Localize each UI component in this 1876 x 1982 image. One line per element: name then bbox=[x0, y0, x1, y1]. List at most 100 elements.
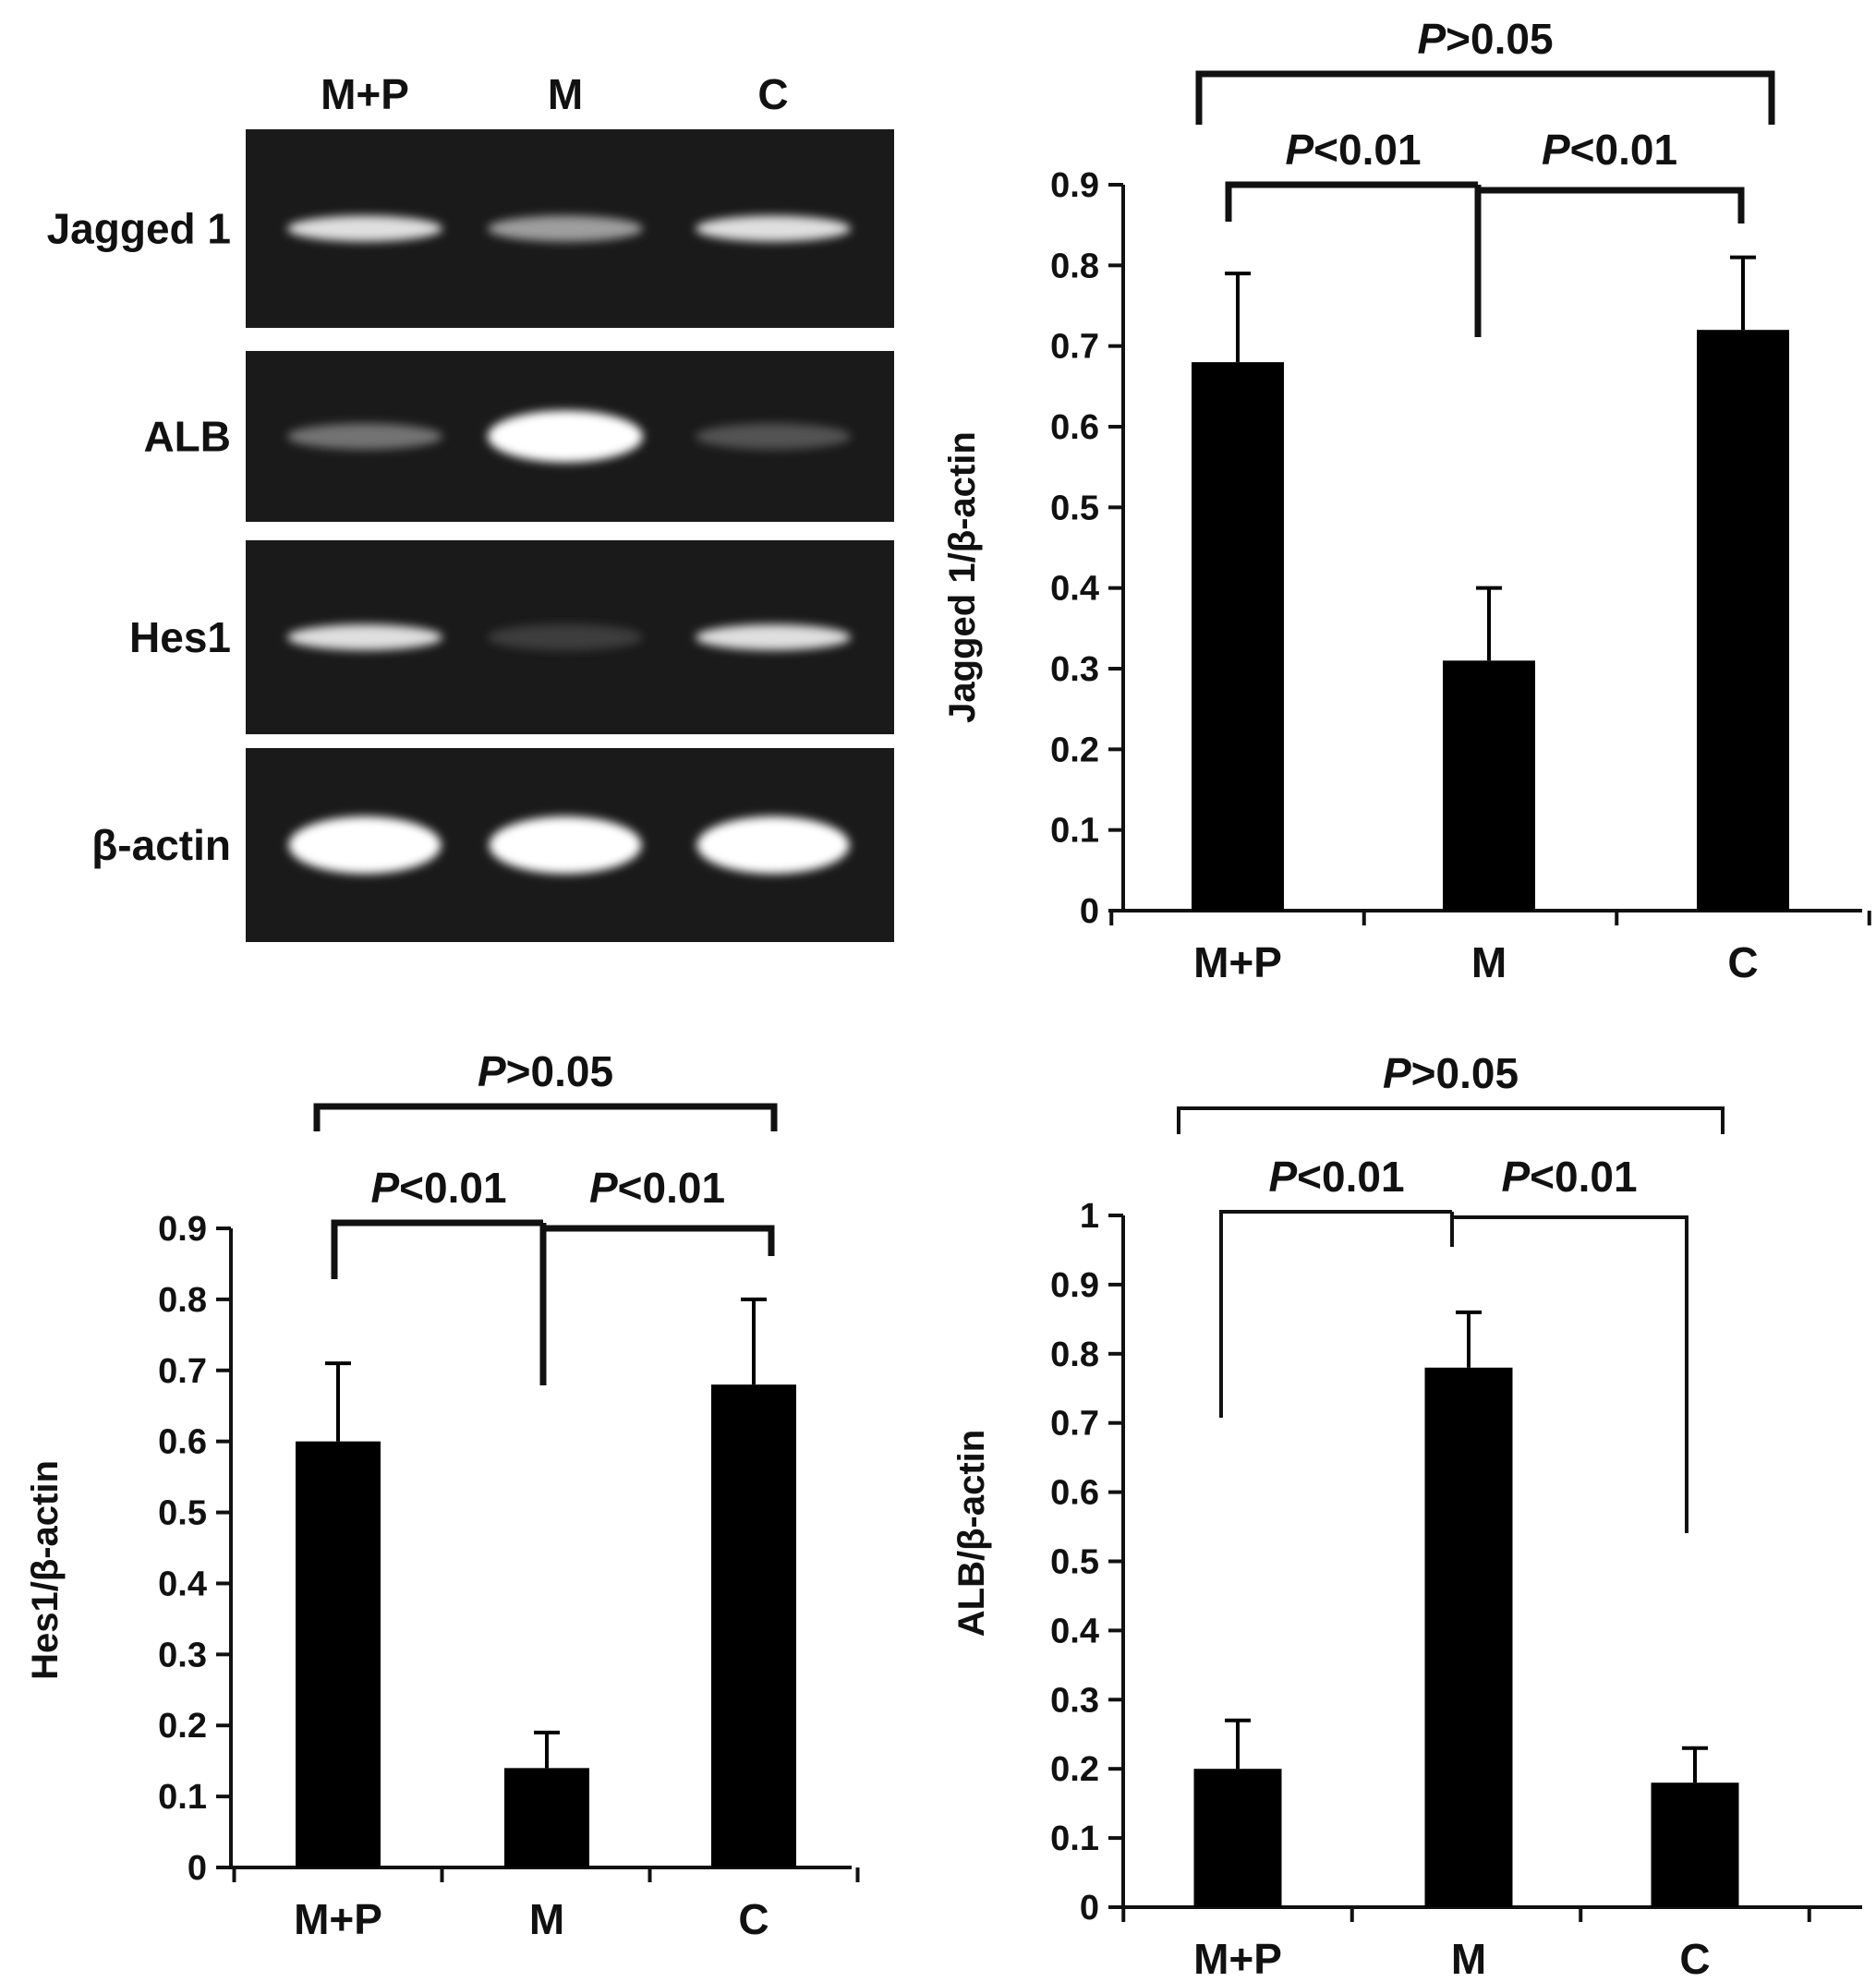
y-tick-label: 0.5 bbox=[1050, 489, 1099, 527]
gel-band-hes1-m bbox=[488, 624, 643, 650]
y-tick-label: 0.3 bbox=[1050, 1681, 1099, 1720]
gel-band-hes1-m-p bbox=[287, 624, 442, 650]
x-category-label-m-p: M+P bbox=[1193, 1935, 1282, 1982]
p-value-prefix: P bbox=[1542, 126, 1570, 174]
gel-band-hes1-c bbox=[696, 624, 851, 650]
lane-label-c: C bbox=[757, 70, 788, 118]
x-category-label-m: M bbox=[1451, 1935, 1486, 1982]
x-category-label-c: C bbox=[1727, 938, 1758, 986]
y-tick-label: 0.8 bbox=[1050, 247, 1099, 285]
p-value-annotation: P<0.01 bbox=[370, 1164, 506, 1212]
y-tick-label: 0.1 bbox=[1050, 812, 1099, 851]
gel-band-alb-m-p bbox=[287, 423, 442, 450]
gel-band-alb-c bbox=[696, 423, 851, 450]
p-value-prefix: P bbox=[1285, 126, 1313, 174]
p-value-annotation: P<0.01 bbox=[1542, 126, 1677, 174]
y-tick-label: 0 bbox=[1080, 892, 1099, 931]
y-tick-label: 0.9 bbox=[1050, 1266, 1099, 1305]
bracket-left bbox=[1219, 1210, 1452, 1418]
p-value-prefix: P bbox=[1501, 1153, 1530, 1201]
x-category-label-m: M bbox=[1471, 938, 1507, 986]
p-value-annotation: P>0.05 bbox=[478, 1047, 613, 1095]
p-value-prefix: P bbox=[1383, 1049, 1411, 1097]
y-tick-label: 0.6 bbox=[158, 1423, 207, 1462]
y-tick-label: 0.7 bbox=[1050, 328, 1099, 367]
y-tick-label: 0.6 bbox=[1050, 408, 1099, 447]
bar-c bbox=[711, 1384, 796, 1867]
y-tick-label: 0.8 bbox=[1050, 1335, 1099, 1374]
bracket-right bbox=[543, 1225, 775, 1256]
bar-c bbox=[1697, 330, 1789, 911]
chart-hes1: 0 0.1 0.2 0.3 0.4 0.5 0.6 0.7 0.8 0.9 M+P M C Hes1/β-… bbox=[25, 1047, 860, 1943]
y-tick-label: 0.7 bbox=[1050, 1405, 1099, 1444]
p-value-prefix: P bbox=[1417, 15, 1446, 63]
bar-m bbox=[504, 1768, 589, 1867]
gel-row-label-alb: ALB bbox=[143, 413, 231, 461]
y-tick-label: 0.8 bbox=[158, 1281, 207, 1320]
p-value-prefix: P bbox=[1268, 1153, 1297, 1201]
p-value-annotation: P>0.05 bbox=[1383, 1049, 1519, 1097]
p-value-text: <0.01 bbox=[1313, 126, 1421, 174]
bar-c bbox=[1651, 1783, 1739, 1907]
y-tick-label: 0 bbox=[188, 1849, 207, 1888]
gel-row-label-actin: β-actin bbox=[91, 821, 231, 869]
x-category-label-c: C bbox=[1679, 1935, 1710, 1982]
p-value-text: <0.01 bbox=[399, 1164, 506, 1212]
bracket-left bbox=[331, 1219, 543, 1279]
y-tick-label: 0.4 bbox=[158, 1565, 207, 1603]
p-value-text: >0.05 bbox=[1411, 1049, 1519, 1097]
bar-m bbox=[1443, 660, 1535, 911]
bracket-left bbox=[1225, 181, 1478, 222]
gel-panel: M+P M C Jagged 1 ALB Hes1 β-actin bbox=[47, 70, 894, 942]
chart-jagged1: 0 0.1 0.2 0.3 0.4 0.5 0.6 0.7 0.8 0.9 M+P M C Jagged … bbox=[942, 15, 1871, 986]
p-value-prefix: P bbox=[478, 1047, 506, 1095]
gel-band-jagged-1-c bbox=[696, 215, 851, 242]
bar-m-p bbox=[1192, 362, 1284, 912]
y-tick-label: 0.1 bbox=[1050, 1819, 1099, 1858]
bracket-overall bbox=[1177, 1106, 1725, 1134]
p-value-text: <0.01 bbox=[1530, 1153, 1637, 1201]
y-tick-label: 0.1 bbox=[158, 1778, 207, 1817]
bracket-overall bbox=[313, 1103, 778, 1131]
x-category-label-m: M bbox=[529, 1895, 564, 1943]
p-value-text: >0.05 bbox=[1446, 15, 1553, 63]
bracket-overall bbox=[1195, 70, 1775, 125]
p-value-annotation: P<0.01 bbox=[1268, 1153, 1404, 1201]
gel-band-actin-m bbox=[489, 816, 642, 874]
y-tick-label: 0.5 bbox=[158, 1494, 207, 1533]
bracket-right bbox=[1478, 187, 1745, 224]
gel-band-jagged-1-m bbox=[488, 215, 643, 242]
gel-row-label-hes1: Hes1 bbox=[129, 613, 231, 661]
gel-band-jagged-1-m-p bbox=[287, 215, 442, 242]
y-tick-label: 0.3 bbox=[158, 1636, 207, 1674]
y-tick-label: 0.4 bbox=[1050, 1612, 1099, 1650]
x-category-label-c: C bbox=[738, 1895, 769, 1943]
y-tick-label: 0.3 bbox=[1050, 650, 1099, 689]
gel-row-label-jagged-1: Jagged 1 bbox=[47, 205, 231, 253]
bar-m bbox=[1424, 1367, 1513, 1907]
p-value-annotation: P>0.05 bbox=[1417, 15, 1553, 63]
p-value-annotation: P<0.01 bbox=[1285, 126, 1421, 174]
y-tick-label: 0.2 bbox=[158, 1707, 207, 1746]
bar-m-p bbox=[296, 1441, 381, 1867]
y-axis-label: Hes1/β-actin bbox=[25, 1460, 66, 1680]
gel-band-alb-m bbox=[488, 410, 643, 463]
y-tick-label: 0.6 bbox=[1050, 1474, 1099, 1513]
bracket-right bbox=[1452, 1215, 1688, 1533]
y-tick-label: 0.9 bbox=[1050, 166, 1099, 205]
y-axis-label: ALB/β-actin bbox=[951, 1430, 992, 1637]
x-category-label-m-p: M+P bbox=[294, 1895, 382, 1943]
p-value-text: <0.01 bbox=[1570, 126, 1677, 174]
lane-label-m-p: M+P bbox=[321, 70, 409, 118]
y-axis-label: Jagged 1/β-actin bbox=[942, 431, 983, 723]
lane-label-m: M bbox=[548, 70, 583, 118]
p-value-annotation: P<0.01 bbox=[1501, 1153, 1637, 1201]
p-value-annotation: P<0.01 bbox=[589, 1164, 725, 1212]
p-value-prefix: P bbox=[370, 1164, 399, 1212]
gel-band-actin-m-p bbox=[288, 816, 442, 874]
y-tick-label: 0.2 bbox=[1050, 731, 1099, 769]
x-category-label-m-p: M+P bbox=[1193, 938, 1282, 986]
y-tick-label: 0.7 bbox=[158, 1352, 207, 1391]
y-tick-label: 0.9 bbox=[158, 1210, 207, 1249]
p-value-text: <0.01 bbox=[1297, 1153, 1404, 1201]
